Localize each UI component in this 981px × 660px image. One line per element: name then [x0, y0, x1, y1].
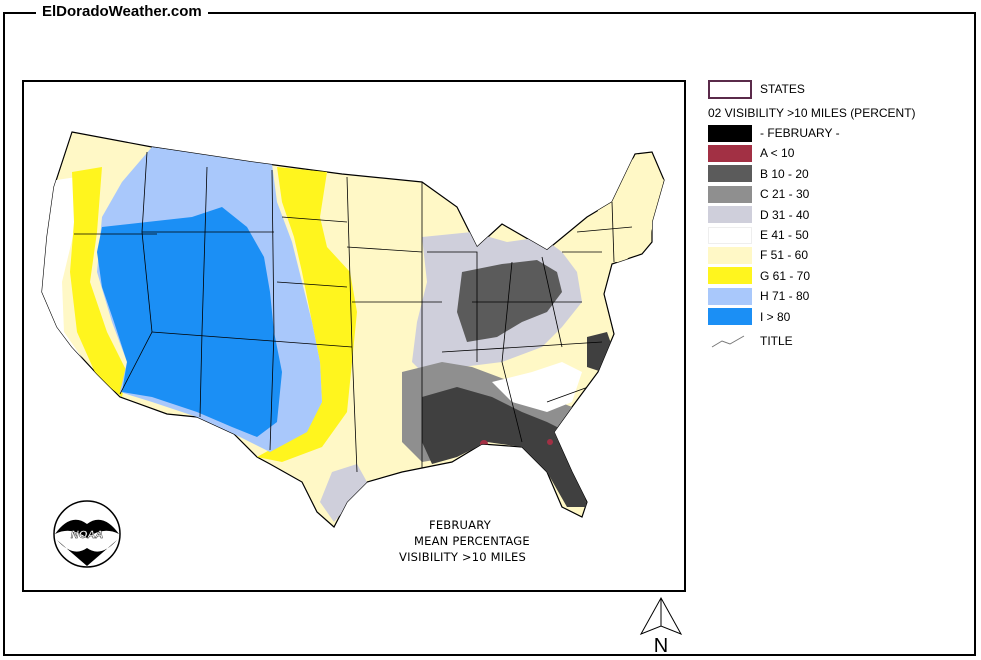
legend-row: F 51 - 60: [708, 246, 808, 264]
legend-title-text: 02 VISIBILITY >10 MILES (PERCENT): [708, 106, 916, 120]
legend-row: B 10 - 20: [708, 165, 809, 183]
legend-row: D 31 - 40: [708, 206, 809, 224]
legend-swatch: [708, 185, 752, 203]
legend-label: D 31 - 40: [760, 207, 810, 222]
zone-yellow-plains: [257, 167, 357, 462]
legend-label: C 21 - 30: [760, 187, 810, 202]
zone-yellow-west: [70, 167, 127, 397]
north-label: N: [654, 635, 668, 656]
legend-row: I > 80: [708, 308, 790, 326]
legend-label: H 71 - 80: [760, 289, 810, 304]
zone-darkgray-midwest: [457, 260, 562, 342]
zone-red-spot: [547, 439, 553, 445]
legend-label: STATES: [760, 82, 805, 96]
state-boundaries: [74, 151, 633, 473]
zone-blue-interior: [97, 207, 282, 437]
legend-swatch: [708, 246, 752, 264]
legend-row: G 61 - 70: [708, 267, 810, 285]
legend-row: - FEBRUARY -: [708, 124, 840, 142]
caption-line3: VISIBILITY >10 MILES: [399, 550, 526, 564]
site-title[interactable]: ElDoradoWeather.com: [36, 3, 208, 20]
legend-label: F 51 - 60: [760, 248, 809, 263]
legend-swatch: [708, 165, 752, 183]
page-frame: [3, 12, 976, 656]
legend-swatch: [708, 144, 752, 162]
legend-row: H 71 - 80: [708, 287, 809, 305]
us-map: [41, 131, 665, 528]
legend-row: A < 10: [708, 144, 794, 162]
map-panel: NOAA FEBRUARY MEAN PERCENTAGE VISIBILITY…: [22, 80, 686, 592]
legend-label: G 61 - 70: [760, 268, 811, 283]
legend-label: TITLE: [760, 334, 793, 348]
zone-gray-texas: [320, 464, 367, 522]
legend-row-title: TITLE: [708, 332, 793, 350]
legend-row: E 41 - 50: [708, 226, 809, 244]
legend-label: E 41 - 50: [760, 228, 809, 242]
legend-layer-title: 02 VISIBILITY >10 MILES (PERCENT): [708, 104, 916, 122]
legend-swatch: [708, 287, 752, 305]
legend-row: C 21 - 30: [708, 185, 809, 203]
legend-swatch: [708, 308, 752, 326]
north-arrow-icon: N: [639, 596, 683, 656]
legend-label: A < 10: [760, 146, 795, 161]
legend-swatch: [708, 206, 752, 224]
title-line-icon: [711, 335, 745, 347]
zone-red-spot: [480, 440, 488, 448]
states-swatch: [708, 79, 752, 99]
legend-row-states: STATES: [708, 79, 805, 99]
legend-label: B 10 - 20: [760, 166, 809, 181]
caption-line2: MEAN PERCENTAGE: [414, 534, 530, 548]
zone-dark-gulf: [422, 387, 587, 507]
zone-red-spot: [511, 447, 517, 453]
legend-swatch: [708, 124, 752, 142]
noaa-logo-icon: NOAA: [53, 500, 121, 568]
legend-swatch: [708, 226, 752, 244]
zone-white-southeast: [492, 362, 582, 412]
legend-label: I > 80: [760, 309, 791, 324]
caption-line1: FEBRUARY: [429, 518, 491, 532]
zone-northeast: [597, 154, 664, 264]
noaa-logo-text: NOAA: [71, 529, 103, 541]
legend-label: - FEBRUARY -: [760, 126, 840, 140]
legend-swatch: [708, 267, 752, 285]
